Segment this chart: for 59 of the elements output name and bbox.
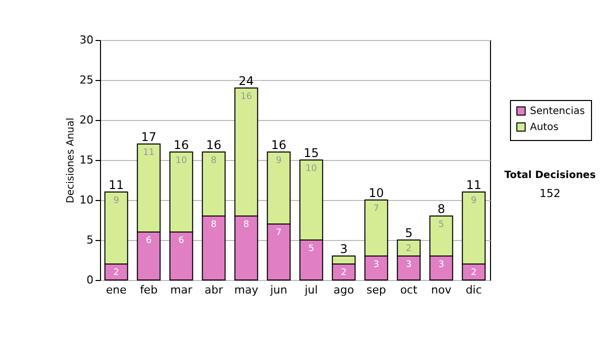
total-label: 17 xyxy=(141,130,156,144)
x-tick-label: abr xyxy=(204,284,224,296)
data-label: 2 xyxy=(113,268,120,278)
total-label: 16 xyxy=(206,138,222,152)
x-tick-label: nov xyxy=(431,284,452,296)
total-label: 3 xyxy=(340,242,348,256)
x-tick-label: oct xyxy=(400,284,418,296)
data-label: 7 xyxy=(373,204,380,214)
x-tick-label: mar xyxy=(170,284,193,296)
total-label: 8 xyxy=(437,202,446,216)
x-tick-label: jul xyxy=(304,284,318,296)
x-tick-label: sep xyxy=(366,284,386,296)
total-label: 24 xyxy=(238,74,254,88)
data-label: 8 xyxy=(243,220,250,230)
data-label: 6 xyxy=(178,236,184,246)
y-axis-title: Decisiones Anual xyxy=(66,118,77,204)
x-tick-label: jun xyxy=(269,284,288,296)
total-label: 16 xyxy=(174,138,189,152)
total-label: 16 xyxy=(271,138,286,152)
text: 152 xyxy=(538,187,562,200)
data-label: 5 xyxy=(438,220,444,230)
data-label: 2 xyxy=(340,268,347,278)
data-label: 10 xyxy=(176,156,188,166)
total-label: 10 xyxy=(368,186,384,200)
data-label: 3 xyxy=(406,260,412,270)
data-label: 9 xyxy=(113,196,120,206)
data-label: 16 xyxy=(240,92,252,102)
data-label: 9 xyxy=(470,196,477,206)
total-label: 15 xyxy=(304,146,319,160)
data-label: 9 xyxy=(276,156,282,166)
total-label: 11 xyxy=(108,178,124,192)
x-tick-label: dic xyxy=(466,284,482,296)
y-tick-label: 5 xyxy=(86,234,94,246)
legend-label: Sentencias xyxy=(530,106,585,117)
y-tick-label: 0 xyxy=(86,274,94,286)
data-label: 3 xyxy=(373,260,380,270)
x-tick-label: ene xyxy=(106,284,127,296)
data-label: 8 xyxy=(210,220,217,230)
y-tick-label: 10 xyxy=(80,194,94,206)
data-label: 5 xyxy=(308,244,314,254)
total-label: 5 xyxy=(404,226,413,240)
total-label: 11 xyxy=(466,178,482,192)
x-tick-label: feb xyxy=(140,284,158,296)
data-label: 7 xyxy=(276,228,282,238)
data-label: 2 xyxy=(406,244,412,254)
y-tick-label: 20 xyxy=(80,114,94,126)
data-label: 8 xyxy=(210,156,217,166)
y-tick-label: 30 xyxy=(80,34,94,46)
data-label: 10 xyxy=(306,164,318,174)
data-label: 2 xyxy=(470,268,477,278)
data-label: 6 xyxy=(146,236,152,246)
data-label: 3 xyxy=(438,260,444,270)
data-label: 11 xyxy=(143,148,154,158)
text: Total Decisiones xyxy=(503,170,597,181)
x-tick-label: ago xyxy=(334,284,354,296)
x-tick-label: may xyxy=(234,284,259,296)
y-tick-label: 15 xyxy=(80,154,94,166)
y-tick-label: 25 xyxy=(80,74,94,86)
legend-label: Autos xyxy=(530,122,558,133)
